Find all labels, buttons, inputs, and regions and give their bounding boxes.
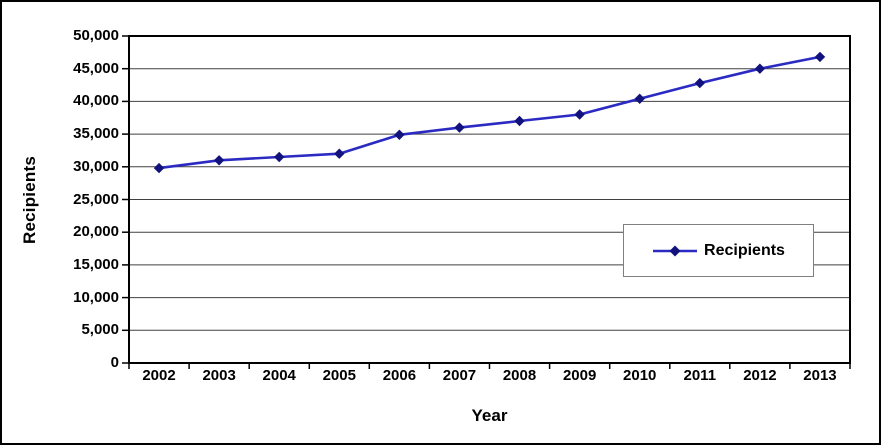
- y-tick-label: 5,000: [81, 321, 119, 339]
- y-tick-label: 15,000: [73, 255, 119, 273]
- data-point-marker[interactable]: [514, 115, 525, 127]
- data-point-marker[interactable]: [213, 155, 225, 166]
- y-tick-label: 40,000: [73, 92, 119, 110]
- x-tick-label: 2013: [803, 367, 837, 384]
- x-tick-label: 2008: [502, 367, 537, 384]
- data-point-marker[interactable]: [274, 151, 285, 163]
- y-tick-label: 0: [110, 354, 119, 371]
- y-tick-label: 35,000: [73, 125, 119, 143]
- data-point-marker[interactable]: [394, 129, 405, 140]
- y-tick-label: 45,000: [73, 59, 119, 77]
- x-tick-label: 2011: [683, 367, 717, 384]
- data-point-marker[interactable]: [694, 77, 705, 89]
- x-tick-label: 2012: [743, 367, 777, 384]
- y-tick-label: 30,000: [73, 157, 119, 175]
- y-tick-label: 50,000: [73, 27, 119, 44]
- data-point-marker[interactable]: [153, 162, 165, 174]
- legend[interactable]: Recipients: [623, 224, 814, 277]
- data-point-marker[interactable]: [574, 109, 585, 120]
- x-tick-label: 2006: [382, 367, 417, 384]
- x-axis-title: Year: [471, 406, 508, 425]
- x-tick-label: 2009: [562, 367, 597, 384]
- y-tick-label: 25,000: [73, 190, 119, 208]
- x-tick-label: 2010: [623, 367, 657, 384]
- data-point-marker[interactable]: [334, 148, 345, 159]
- series-line[interactable]: [158, 55, 821, 170]
- y-tick-label: 20,000: [73, 223, 119, 241]
- data-point-marker[interactable]: [454, 122, 465, 133]
- data-point-marker[interactable]: [634, 93, 645, 104]
- legend-label: Recipients: [704, 241, 785, 259]
- x-tick-label: 2004: [262, 367, 296, 384]
- x-tick-label: 2003: [202, 367, 236, 384]
- x-tick-label: 2005: [322, 367, 356, 384]
- y-axis-title-text: Recipients: [20, 155, 40, 244]
- x-tick-label: 2007: [442, 367, 477, 384]
- data-point-marker[interactable]: [754, 63, 766, 74]
- data-point-marker[interactable]: [814, 51, 826, 63]
- y-tick-label: 10,000: [73, 288, 119, 306]
- x-tick-label: 2002: [142, 367, 176, 384]
- legend-series-sample-icon: [653, 245, 698, 256]
